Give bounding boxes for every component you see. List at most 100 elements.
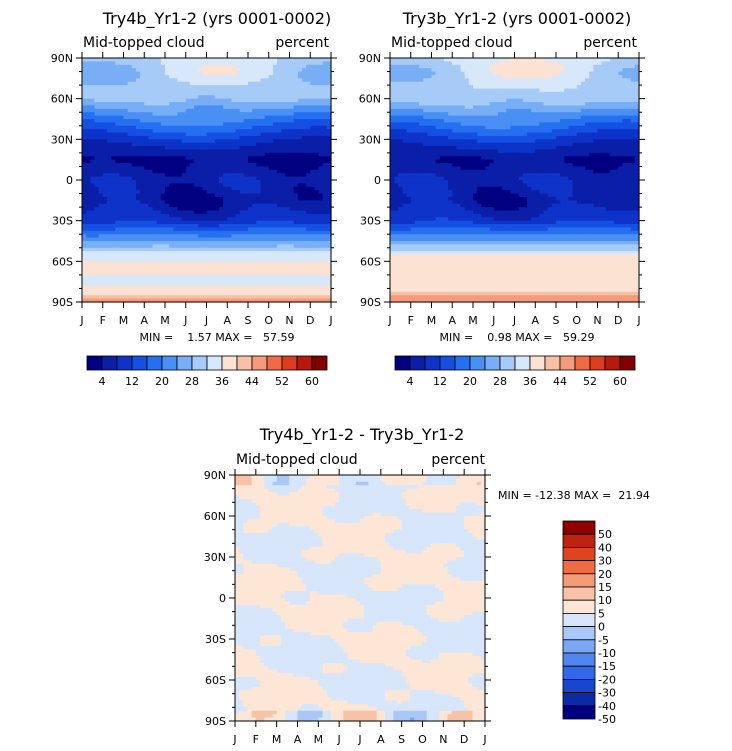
field-cell (111, 78, 116, 83)
field-cell (165, 112, 170, 117)
field-cell (123, 129, 129, 134)
field-cell (210, 271, 216, 276)
field-cell (289, 102, 295, 107)
field-cell (119, 142, 125, 147)
field-cell (223, 217, 228, 222)
field-cell (497, 78, 503, 83)
field-cell (115, 237, 120, 242)
field-cell (115, 261, 120, 266)
field-cell (597, 85, 603, 90)
field-cell (406, 64, 412, 69)
field-cell (318, 108, 324, 113)
field-cell (119, 220, 125, 225)
field-cell (144, 291, 149, 296)
field-cell (264, 203, 270, 208)
field-cell (456, 74, 462, 79)
field-cell (260, 227, 266, 232)
field-cell (326, 169, 332, 174)
field-cell (260, 281, 266, 286)
field-cell (568, 71, 574, 76)
field-cell (173, 71, 179, 76)
field-cell (252, 278, 257, 283)
field-cell (256, 213, 262, 218)
field-cell (177, 210, 183, 215)
field-cell (464, 74, 470, 79)
field-cell (252, 98, 257, 103)
field-cell (140, 98, 145, 103)
field-cell (98, 291, 104, 296)
field-cell (460, 74, 466, 79)
field-cell (231, 244, 237, 249)
field-cell (98, 190, 104, 195)
field-cell (86, 241, 91, 245)
field-cell (256, 207, 262, 212)
field-cell (173, 68, 179, 73)
field-cell (106, 217, 112, 222)
field-cell (90, 149, 96, 154)
field-cell (456, 64, 462, 69)
field-cell (148, 220, 154, 225)
field-cell (218, 146, 224, 151)
field-cell (189, 200, 195, 205)
field-cell (181, 163, 187, 168)
field-cell (140, 119, 145, 123)
field-cell (206, 122, 212, 127)
field-cell (285, 108, 291, 113)
field-cell (90, 186, 96, 191)
field-cell (231, 190, 237, 195)
field-cell (189, 88, 195, 93)
field-cell (198, 227, 203, 232)
field-cell (144, 261, 149, 266)
field-cell (152, 264, 158, 269)
field-cell (306, 163, 311, 168)
field-cell (243, 98, 249, 103)
field-cell (293, 268, 299, 273)
field-cell (264, 227, 270, 232)
field-cell (194, 68, 199, 73)
field-cell (318, 169, 324, 174)
field-cell (160, 152, 166, 157)
field-cell (231, 230, 237, 235)
field-cell (152, 159, 158, 164)
field-cell (160, 91, 166, 96)
field-cell (90, 230, 96, 235)
field-cell (106, 132, 112, 137)
field-cell (310, 78, 315, 83)
field-cell (252, 105, 257, 110)
field-cell (268, 122, 274, 127)
field-cell (165, 200, 170, 205)
field-cell (123, 257, 129, 262)
field-cell (140, 68, 145, 73)
field-cell (390, 81, 395, 86)
field-cell (131, 237, 137, 242)
field-cell (177, 268, 183, 273)
field-cell (218, 115, 224, 120)
field-cell (169, 264, 174, 269)
field-cell (252, 183, 257, 188)
field-cell (256, 244, 262, 249)
field-cell (169, 230, 174, 235)
field-cell (289, 176, 295, 181)
field-cell (223, 166, 228, 171)
field-cell (268, 227, 274, 232)
field-cell (177, 193, 183, 198)
field-cell (322, 183, 328, 188)
field-cell (502, 58, 507, 62)
field-cell (202, 196, 208, 201)
field-cell (322, 98, 328, 103)
field-cell (123, 227, 129, 232)
field-cell (272, 176, 278, 181)
field-cell (144, 224, 149, 229)
field-cell (256, 115, 262, 120)
field-cell (301, 288, 307, 293)
field-cell (260, 264, 266, 269)
field-cell (318, 241, 324, 245)
x-tick-label: F (100, 314, 106, 327)
field-cell (272, 85, 278, 90)
field-cell (198, 183, 203, 188)
field-cell (152, 180, 158, 184)
field-cell (456, 58, 462, 62)
field-cell (485, 71, 491, 76)
field-cell (285, 142, 291, 147)
field-cell (518, 71, 524, 76)
